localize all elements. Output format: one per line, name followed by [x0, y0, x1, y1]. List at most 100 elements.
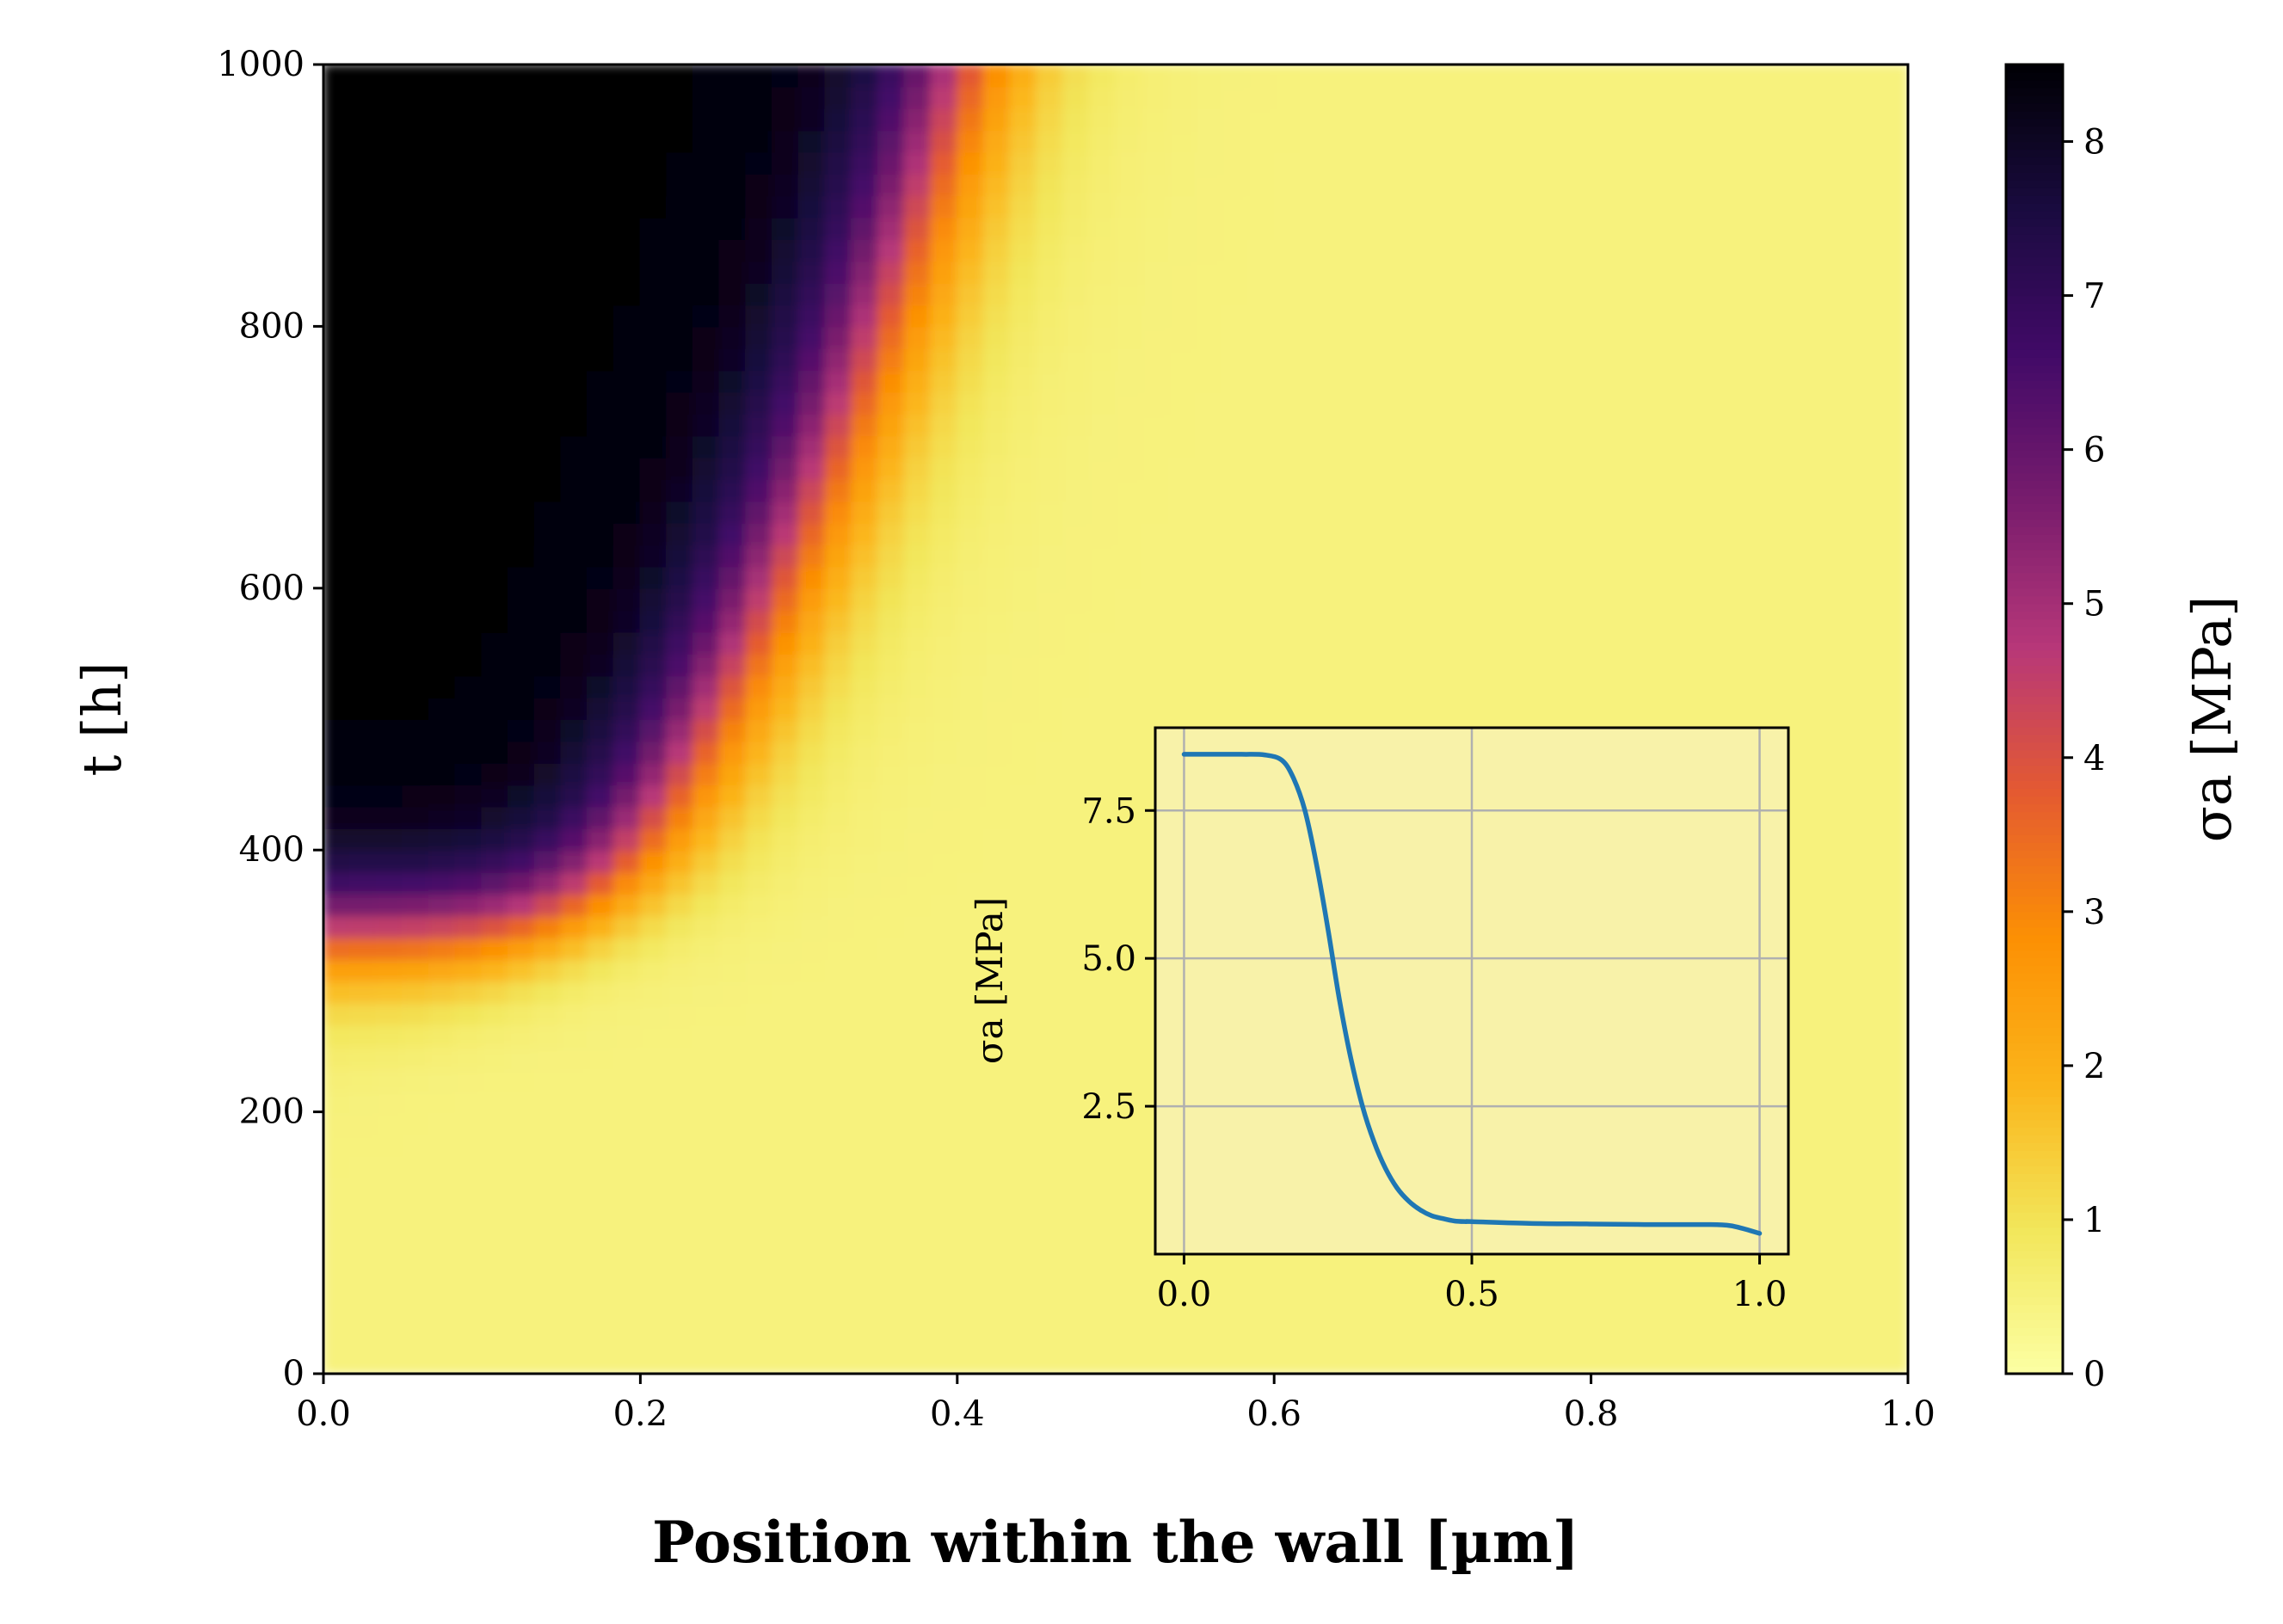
heatmap-cell: [903, 151, 932, 175]
heatmap-cell: [824, 1110, 852, 1135]
heatmap-cell: [956, 129, 985, 153]
heatmap-cell: [1563, 1350, 1592, 1374]
heatmap-cell: [692, 456, 721, 480]
heatmap-cell: [533, 1241, 563, 1266]
heatmap-cell: [1458, 696, 1486, 720]
heatmap-cell: [1194, 281, 1222, 306]
heatmap-cell: [1827, 870, 1856, 895]
heatmap-cell: [1854, 718, 1883, 742]
heatmap-cell: [692, 914, 721, 938]
heatmap-cell: [797, 172, 827, 197]
heatmap-cell: [1458, 237, 1486, 262]
colorbar-strip: [2006, 872, 2063, 882]
heatmap-cell: [639, 1329, 668, 1353]
heatmap-cell: [375, 1176, 404, 1201]
heatmap-cell: [1827, 369, 1856, 393]
heatmap-cell: [481, 1176, 509, 1201]
heatmap-cell: [454, 1133, 483, 1157]
heatmap-cell: [533, 784, 563, 808]
heatmap-cell: [533, 1198, 563, 1222]
heatmap-cell: [877, 1241, 906, 1266]
heatmap-cell: [877, 1264, 906, 1288]
heatmap-cell: [1431, 325, 1461, 349]
colorbar-strip: [2006, 302, 2063, 312]
heatmap-cell: [428, 1220, 457, 1244]
heatmap-cell: [877, 718, 906, 742]
heatmap-cell: [375, 1220, 404, 1244]
heatmap-cell: [851, 936, 879, 961]
colorbar-strip: [2006, 325, 2063, 335]
heatmap-cell: [323, 369, 351, 393]
heatmap-cell: [587, 1133, 615, 1157]
heatmap-cell: [903, 761, 932, 786]
heatmap-cell: [323, 325, 351, 349]
heatmap-cell: [507, 936, 536, 961]
heatmap-cell: [745, 565, 773, 589]
heatmap-cell: [375, 1110, 404, 1135]
heatmap-cell: [1775, 1285, 1804, 1309]
heatmap-cell: [1643, 1264, 1671, 1288]
heatmap-cell: [323, 129, 351, 153]
heatmap-cell: [402, 652, 430, 677]
heatmap-cell: [797, 237, 827, 262]
heatmap-cell: [1880, 456, 1908, 480]
heatmap-cell: [982, 325, 1012, 349]
x-tick-label: 0.0: [296, 1394, 351, 1434]
heatmap-cell: [1563, 565, 1592, 589]
heatmap-cell: [1854, 674, 1883, 698]
heatmap-cell: [1854, 369, 1883, 393]
colorbar-strip: [2006, 1273, 2063, 1283]
heatmap-cell: [612, 500, 642, 524]
heatmap-cell: [454, 456, 483, 480]
heatmap-cell: [1431, 107, 1461, 132]
heatmap-cell: [533, 696, 563, 720]
heatmap-cell: [1643, 521, 1671, 546]
colorbar-strip: [2006, 649, 2063, 658]
x-tick-label: 0.6: [1246, 1394, 1301, 1434]
heatmap-cell: [1194, 652, 1222, 677]
heatmap-cell: [1643, 194, 1671, 218]
heatmap-cell: [797, 325, 827, 349]
heatmap-cell: [745, 870, 773, 895]
heatmap-cell: [1220, 107, 1249, 132]
heatmap-cell: [1827, 1154, 1856, 1178]
heatmap-cell: [903, 870, 932, 895]
heatmap-cell: [930, 151, 958, 175]
heatmap-cell: [982, 107, 1012, 132]
heatmap-cell: [1431, 85, 1461, 109]
heatmap-cell: [1326, 65, 1355, 88]
heatmap-cell: [1801, 1176, 1830, 1201]
heatmap-cell: [745, 412, 773, 437]
heatmap-cell: [930, 412, 958, 437]
heatmap-cell: [533, 718, 563, 742]
heatmap-cell: [851, 391, 879, 415]
heatmap-cell: [745, 587, 773, 612]
heatmap-cell: [587, 1264, 615, 1288]
heatmap-cell: [1511, 172, 1540, 197]
heatmap-cell: [1352, 565, 1381, 589]
heatmap-cell: [1009, 1264, 1037, 1288]
heatmap-cell: [797, 369, 827, 393]
heatmap-cell: [1405, 587, 1434, 612]
heatmap-cell: [1194, 631, 1222, 655]
heatmap-cell: [1115, 674, 1143, 698]
heatmap-cell: [1854, 107, 1883, 132]
heatmap-cell: [348, 587, 378, 612]
heatmap-cell: [1035, 870, 1064, 895]
colorbar-strip: [2006, 1165, 2063, 1174]
heatmap-cell: [1669, 281, 1698, 306]
heatmap-cell: [824, 172, 852, 197]
heatmap-cell: [639, 565, 668, 589]
heatmap-cell: [692, 761, 721, 786]
heatmap-cell: [982, 1307, 1012, 1332]
heatmap-cell: [771, 696, 800, 720]
heatmap-cell: [1115, 1329, 1143, 1353]
heatmap-cell: [718, 412, 748, 437]
heatmap-cell: [1352, 674, 1381, 698]
heatmap-cell: [797, 151, 827, 175]
heatmap-cell: [1431, 1329, 1461, 1353]
heatmap-cell: [1115, 391, 1143, 415]
heatmap-cell: [1194, 544, 1222, 568]
heatmap-cell: [718, 347, 748, 372]
heatmap-cell: [1669, 65, 1698, 88]
